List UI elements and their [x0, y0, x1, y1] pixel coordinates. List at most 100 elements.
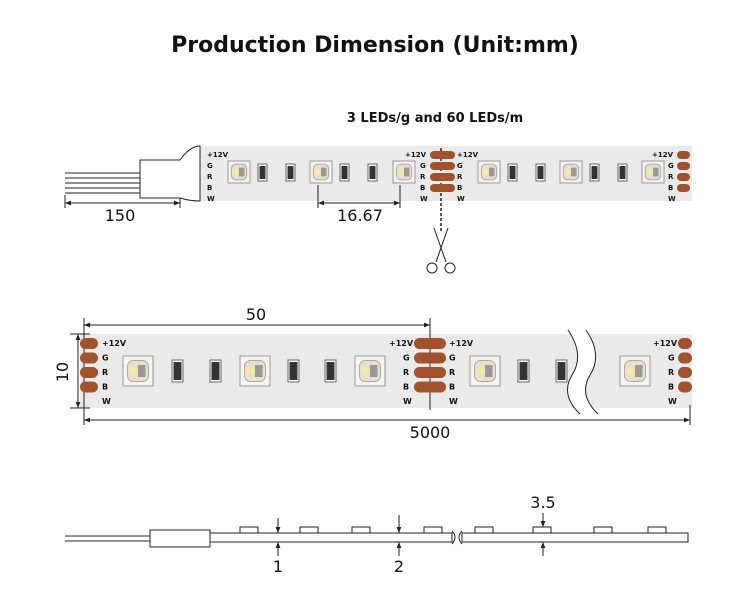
pin-label: R: [668, 173, 674, 181]
pin-label: W: [668, 195, 676, 203]
pad: [414, 381, 446, 393]
led-dot: [626, 367, 635, 375]
pad: [414, 352, 446, 364]
dimension: 16.67: [337, 206, 383, 225]
pin-label: +12V: [207, 151, 229, 159]
dimension: 5000: [410, 423, 451, 442]
pin-label: B: [449, 383, 455, 392]
led-dot: [232, 169, 239, 175]
led-die: [653, 167, 659, 177]
pad: [80, 338, 98, 349]
led-profile: [239, 526, 259, 534]
pin-label: G: [668, 162, 674, 170]
led-die: [255, 365, 263, 377]
led-die: [239, 167, 245, 177]
led-die: [404, 167, 410, 177]
dimension: 1: [273, 557, 283, 576]
pin-label: W: [102, 397, 111, 406]
led-die: [370, 365, 378, 377]
pin-label: +12V: [652, 151, 674, 159]
pad: [678, 352, 692, 364]
led-profile: [532, 526, 552, 534]
pad: [677, 151, 690, 159]
resistor-body: [619, 166, 626, 179]
pin-label: B: [668, 184, 673, 192]
pin-label: +12V: [653, 339, 678, 348]
pin-label: +12V: [389, 339, 414, 348]
side-view: [65, 513, 689, 556]
pad: [677, 173, 690, 181]
pad: [414, 338, 446, 349]
resistor-body: [289, 362, 298, 380]
pad: [80, 352, 98, 364]
caption: 3 LEDs/g and 60 LEDs/m: [347, 111, 523, 126]
pin-label: B: [668, 383, 674, 392]
pad: [414, 367, 446, 378]
pad: [677, 184, 690, 192]
resistor-body: [341, 166, 348, 179]
resistor-body: [537, 166, 544, 179]
pin-label: W: [207, 195, 215, 203]
pin-label: R: [449, 368, 455, 377]
pin-label: W: [457, 195, 465, 203]
resistor-body: [326, 362, 335, 380]
led-dot: [482, 169, 489, 175]
resistor-body: [211, 362, 220, 380]
led-die: [571, 167, 577, 177]
pad: [430, 184, 455, 192]
pad: [80, 367, 98, 378]
resistor-body: [509, 166, 516, 179]
pin-label: G: [449, 354, 456, 363]
pin-label: B: [403, 383, 409, 392]
pin-label: G: [102, 354, 109, 363]
led-die: [485, 365, 493, 377]
led-dot: [646, 169, 653, 175]
pin-label: R: [102, 368, 108, 377]
pin-label: R: [457, 173, 463, 181]
pin-label: G: [207, 162, 213, 170]
pad: [678, 381, 692, 393]
pin-label: +12V: [449, 339, 474, 348]
led-dot: [314, 169, 321, 175]
pin-label: +12V: [457, 151, 479, 159]
title: Production Dimension (Unit:mm): [171, 33, 579, 58]
resistor-body: [591, 166, 598, 179]
pin-label: R: [403, 368, 409, 377]
dimension: 50: [246, 305, 266, 324]
led-dot: [397, 169, 404, 175]
pin-label: B: [102, 383, 108, 392]
pin-label: B: [207, 184, 212, 192]
pin-label: G: [403, 354, 410, 363]
pin-label: G: [457, 162, 463, 170]
led-profile: [351, 526, 371, 534]
pad: [430, 162, 455, 170]
led-dot: [564, 169, 571, 175]
led-die: [321, 167, 327, 177]
dimension: 10: [53, 362, 72, 382]
pin-label: R: [207, 173, 213, 181]
dimension: 2: [394, 557, 404, 576]
resistor-body: [173, 362, 182, 380]
resistor-body: [287, 166, 294, 179]
led-die: [489, 167, 495, 177]
pin-label: G: [420, 162, 426, 170]
dimension: 3.5: [530, 493, 555, 512]
led-die: [635, 365, 643, 377]
led-profile: [593, 526, 613, 534]
led-dot: [246, 367, 255, 375]
resistor-body: [557, 362, 566, 380]
led-profile: [423, 526, 443, 534]
resistor-body: [259, 166, 266, 179]
pin-label: W: [449, 397, 458, 406]
resistor-body: [369, 166, 376, 179]
pin-label: R: [668, 368, 674, 377]
pad: [678, 367, 692, 378]
pin-label: W: [668, 397, 677, 406]
pad: [80, 381, 98, 393]
pin-label: G: [668, 354, 675, 363]
led-profile: [647, 526, 667, 534]
pad: [430, 173, 455, 181]
pin-label: R: [420, 173, 426, 181]
pad: [678, 338, 692, 349]
